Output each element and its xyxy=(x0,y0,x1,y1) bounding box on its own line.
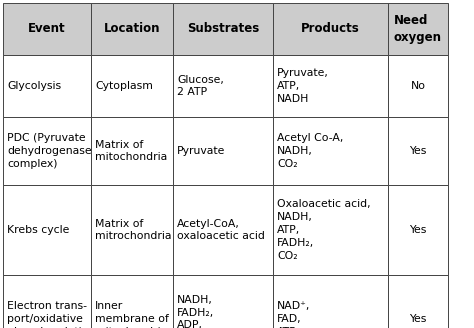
Text: Need
oxygen: Need oxygen xyxy=(394,14,442,44)
Text: Electron trans-
port/oxidative
phosphorylation: Electron trans- port/oxidative phosphory… xyxy=(7,301,95,328)
Text: Glycolysis: Glycolysis xyxy=(7,81,61,91)
Text: Yes: Yes xyxy=(410,314,427,324)
Text: Acetyl Co-A,
NADH,
CO₂: Acetyl Co-A, NADH, CO₂ xyxy=(277,133,343,169)
Text: Substrates: Substrates xyxy=(187,23,259,35)
Bar xyxy=(173,55,273,117)
Bar xyxy=(273,185,388,275)
Bar xyxy=(173,185,273,275)
Text: Location: Location xyxy=(104,23,160,35)
Text: Cytoplasm: Cytoplasm xyxy=(95,81,153,91)
Bar xyxy=(3,117,91,185)
Text: Acetyl-CoA,
oxaloacetic acid: Acetyl-CoA, oxaloacetic acid xyxy=(177,218,265,241)
Bar xyxy=(388,117,448,185)
Bar xyxy=(273,117,388,185)
Text: NAD⁺,
FAD,
ATP: NAD⁺, FAD, ATP xyxy=(277,301,310,328)
Bar xyxy=(3,185,91,275)
Text: PDC (Pyruvate
dehydrogenase
complex): PDC (Pyruvate dehydrogenase complex) xyxy=(7,133,91,169)
Text: Matrix of
mitochondria: Matrix of mitochondria xyxy=(95,140,167,162)
Text: Krebs cycle: Krebs cycle xyxy=(7,225,69,235)
Text: Yes: Yes xyxy=(410,146,427,156)
Bar xyxy=(3,275,91,328)
Bar xyxy=(91,117,173,185)
Bar xyxy=(273,275,388,328)
Text: Pyruvate,
ATP,
NADH: Pyruvate, ATP, NADH xyxy=(277,68,329,104)
Text: Pyruvate: Pyruvate xyxy=(177,146,225,156)
Bar xyxy=(91,275,173,328)
Bar xyxy=(388,3,448,55)
Bar xyxy=(91,55,173,117)
Bar xyxy=(388,55,448,117)
Bar xyxy=(3,3,91,55)
Bar xyxy=(273,55,388,117)
Bar xyxy=(91,185,173,275)
Text: NADH,
FADH₂,
ADP,
Pᵢ: NADH, FADH₂, ADP, Pᵢ xyxy=(177,295,214,328)
Text: Inner
membrane of
mitochondria: Inner membrane of mitochondria xyxy=(95,301,169,328)
Bar xyxy=(91,3,173,55)
Text: Glucose,
2 ATP: Glucose, 2 ATP xyxy=(177,74,224,97)
Bar xyxy=(388,275,448,328)
Bar xyxy=(273,3,388,55)
Bar xyxy=(173,117,273,185)
Bar xyxy=(173,3,273,55)
Bar xyxy=(3,55,91,117)
Text: Yes: Yes xyxy=(410,225,427,235)
Text: No: No xyxy=(410,81,426,91)
Text: Products: Products xyxy=(301,23,360,35)
Bar xyxy=(388,185,448,275)
Text: Oxaloacetic acid,
NADH,
ATP,
FADH₂,
CO₂: Oxaloacetic acid, NADH, ATP, FADH₂, CO₂ xyxy=(277,199,371,261)
Text: Event: Event xyxy=(28,23,66,35)
Bar xyxy=(173,275,273,328)
Text: Matrix of
mitrochondria: Matrix of mitrochondria xyxy=(95,218,172,241)
